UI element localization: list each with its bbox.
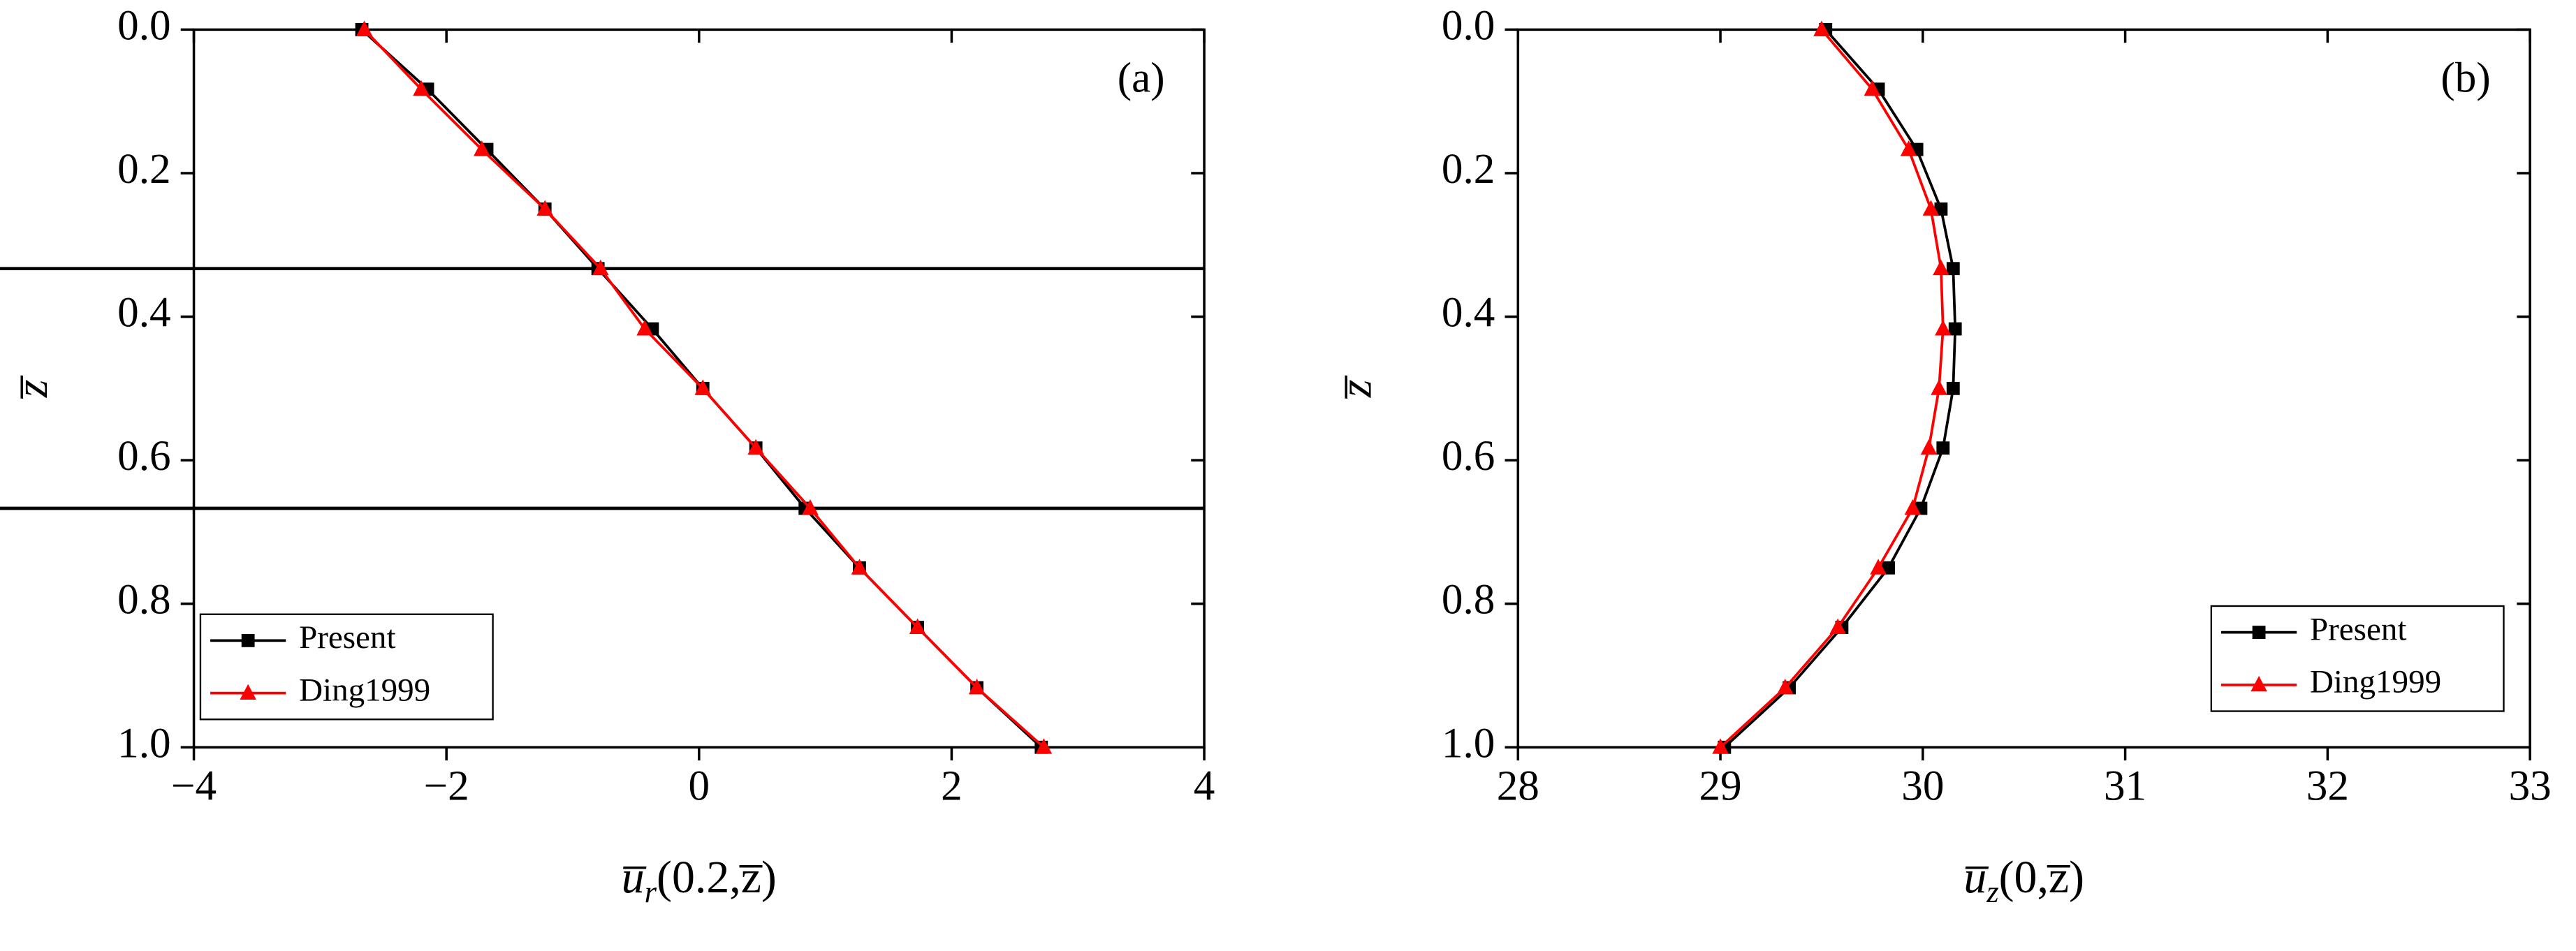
x-tick-label: 28 bbox=[1497, 762, 1539, 809]
y-tick-label: 0.6 bbox=[1442, 433, 1495, 480]
marker bbox=[1946, 381, 1960, 395]
marker bbox=[1777, 679, 1794, 695]
x-tick-label: 29 bbox=[1699, 762, 1741, 809]
marker bbox=[1829, 618, 1846, 635]
x-label-sub: r bbox=[645, 874, 657, 909]
x-tick-label: 30 bbox=[1901, 762, 1944, 809]
marker bbox=[909, 618, 926, 635]
legend-box bbox=[199, 613, 494, 721]
legend-marker bbox=[240, 684, 256, 700]
x-axis-label: u̅z(0,z̅) bbox=[1963, 852, 2084, 909]
marker bbox=[1900, 140, 1917, 156]
x-label-base: u̅ bbox=[622, 852, 647, 903]
marker bbox=[1920, 438, 1938, 455]
x-tick-label: 2 bbox=[941, 762, 963, 809]
marker bbox=[1870, 559, 1887, 575]
marker bbox=[592, 259, 609, 276]
legend-box bbox=[2210, 605, 2505, 712]
legend-marker bbox=[2252, 626, 2266, 640]
panel-label: (b) bbox=[2440, 55, 2490, 102]
series-line bbox=[1723, 29, 1957, 749]
marker bbox=[1936, 441, 1950, 455]
marker bbox=[1933, 259, 1949, 276]
chart: −4 −2 0 2 4 0.0 0.2 0.4 0.6 0.8 1.0 u̅r(0.2,z̅) z̅ (a… bbox=[0, 2, 1215, 909]
marker bbox=[1946, 262, 1960, 276]
marker bbox=[536, 200, 553, 216]
y-tick-label: 0.0 bbox=[1442, 2, 1495, 49]
y-tick-label: 0.8 bbox=[117, 577, 170, 624]
legend-label: Ding1999 bbox=[2310, 664, 2441, 700]
x-tick-label: −2 bbox=[424, 762, 469, 809]
panel-label: (a) bbox=[1118, 55, 1165, 102]
chart: 28 29 30 31 32 330.00.20.40.60.81.0u̅z(0,z̅)z… bbox=[1331, 2, 2552, 909]
legend-label: Present bbox=[299, 619, 395, 656]
marker bbox=[802, 499, 819, 515]
y-tick-label: 0.2 bbox=[117, 146, 170, 193]
plot-frame bbox=[1516, 28, 2531, 749]
marker bbox=[1931, 379, 1947, 395]
marker bbox=[1882, 561, 1895, 575]
x-label-sub: z bbox=[1986, 874, 1998, 909]
marker bbox=[1904, 499, 1922, 515]
marker bbox=[1922, 200, 1940, 216]
x-label-base: u̅ bbox=[1963, 852, 1989, 903]
legend-marker bbox=[2251, 675, 2267, 692]
x-label-args: (0.2,z̅) bbox=[657, 852, 777, 903]
y-tick-label: 0.0 bbox=[117, 2, 170, 49]
y-tick-label: 0.2 bbox=[1442, 146, 1495, 193]
marker bbox=[968, 679, 986, 695]
y-axis-label: z̅ bbox=[6, 375, 57, 399]
marker bbox=[1935, 320, 1952, 336]
x-tick-label: 0 bbox=[689, 762, 710, 809]
legend-label: Ding1999 bbox=[299, 672, 430, 708]
y-tick-label: 0.4 bbox=[1442, 290, 1495, 337]
x-tick-label: −4 bbox=[171, 762, 217, 809]
y-tick-label: 1.0 bbox=[1442, 720, 1495, 767]
x-tick-label: 33 bbox=[2509, 762, 2552, 809]
y-tick-label: 1.0 bbox=[117, 720, 170, 767]
marker bbox=[1035, 738, 1053, 754]
marker bbox=[474, 140, 490, 156]
marker bbox=[413, 80, 430, 96]
marker bbox=[747, 438, 764, 455]
marker bbox=[1864, 80, 1881, 96]
legend-label: Present bbox=[2310, 611, 2406, 647]
x-tick-label: 31 bbox=[2104, 762, 2146, 809]
marker bbox=[851, 559, 868, 575]
y-tick-label: 0.4 bbox=[117, 290, 170, 337]
marker bbox=[636, 320, 653, 336]
marker bbox=[1948, 322, 1962, 336]
x-tick-label: 4 bbox=[1194, 762, 1215, 809]
y-tick-label: 0.6 bbox=[117, 433, 170, 480]
marker bbox=[1934, 202, 1948, 216]
x-label-args: (0,z̅) bbox=[1999, 852, 2084, 903]
marker bbox=[356, 20, 373, 36]
x-axis-label: u̅r(0.2,z̅) bbox=[622, 852, 777, 909]
x-tick-label: 32 bbox=[2306, 762, 2349, 809]
marker bbox=[694, 379, 711, 395]
legend-marker bbox=[241, 633, 255, 647]
marker bbox=[1712, 738, 1729, 754]
y-tick-label: 0.8 bbox=[1442, 577, 1495, 624]
marker bbox=[1813, 20, 1830, 36]
y-axis-label: z̅ bbox=[1331, 375, 1382, 399]
